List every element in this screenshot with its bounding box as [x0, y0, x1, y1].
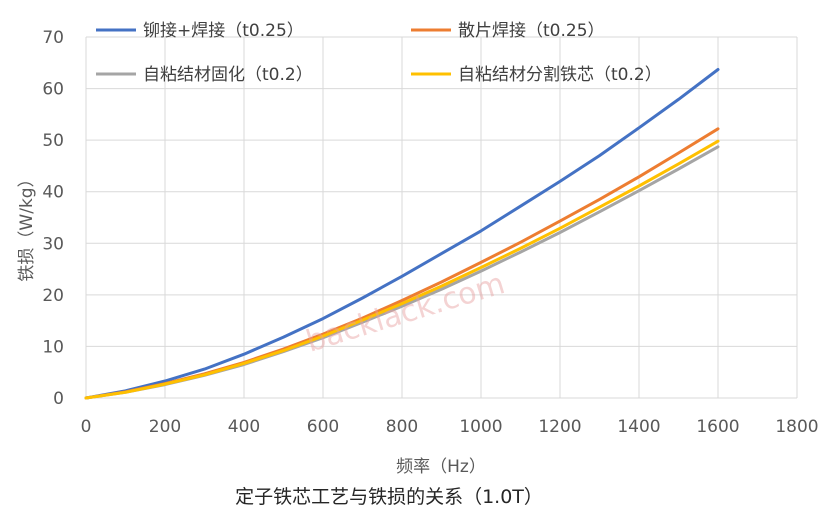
y-tick-label: 0 — [53, 389, 64, 409]
y-tick-label: 10 — [42, 337, 64, 357]
x-tick-label: 0 — [81, 417, 92, 437]
x-tick-label: 400 — [228, 417, 260, 437]
x-axis-title: 频率（Hz） — [396, 457, 486, 477]
y-axis-title: 铁损（W/kg） — [17, 170, 37, 281]
x-tick-label: 1400 — [617, 417, 660, 437]
x-tick-label: 600 — [307, 417, 339, 437]
x-tick-label: 1000 — [459, 417, 502, 437]
y-tick-label: 60 — [42, 80, 64, 100]
x-tick-label: 200 — [149, 417, 181, 437]
grid — [85, 36, 798, 399]
legend: 铆接+焊接（t0.25） 散片焊接（t0.25） 自粘结材固化（t0.2） 自粘结材分… — [96, 21, 662, 85]
legend-label-4: 自粘结材分割铁芯（t0.2） — [458, 65, 662, 85]
x-tick-label: 1800 — [775, 417, 818, 437]
legend-label-1: 铆接+焊接（t0.25） — [143, 21, 304, 41]
chart-caption: 定子铁芯工艺与铁损的关系（1.0T） — [235, 486, 543, 508]
series-line-1 — [84, 68, 720, 400]
x-tick-label: 1600 — [696, 417, 739, 437]
series-lines — [84, 68, 720, 400]
series-line-4 — [84, 139, 720, 400]
x-tick-label: 1200 — [538, 417, 581, 437]
x-axis-ticks: 0 200 400 600 800 1000 1200 1400 1600 1800 — [81, 417, 819, 437]
y-axis-ticks: 0 10 20 30 40 50 60 70 — [42, 28, 64, 409]
y-tick-label: 20 — [42, 286, 64, 306]
y-tick-label: 70 — [42, 28, 64, 48]
y-tick-label: 40 — [42, 183, 64, 203]
legend-label-2: 散片焊接（t0.25） — [458, 21, 605, 41]
y-tick-label: 30 — [42, 234, 64, 254]
x-tick-label: 800 — [386, 417, 418, 437]
y-tick-label: 50 — [42, 131, 64, 151]
legend-label-3: 自粘结材固化（t0.2） — [143, 65, 313, 85]
